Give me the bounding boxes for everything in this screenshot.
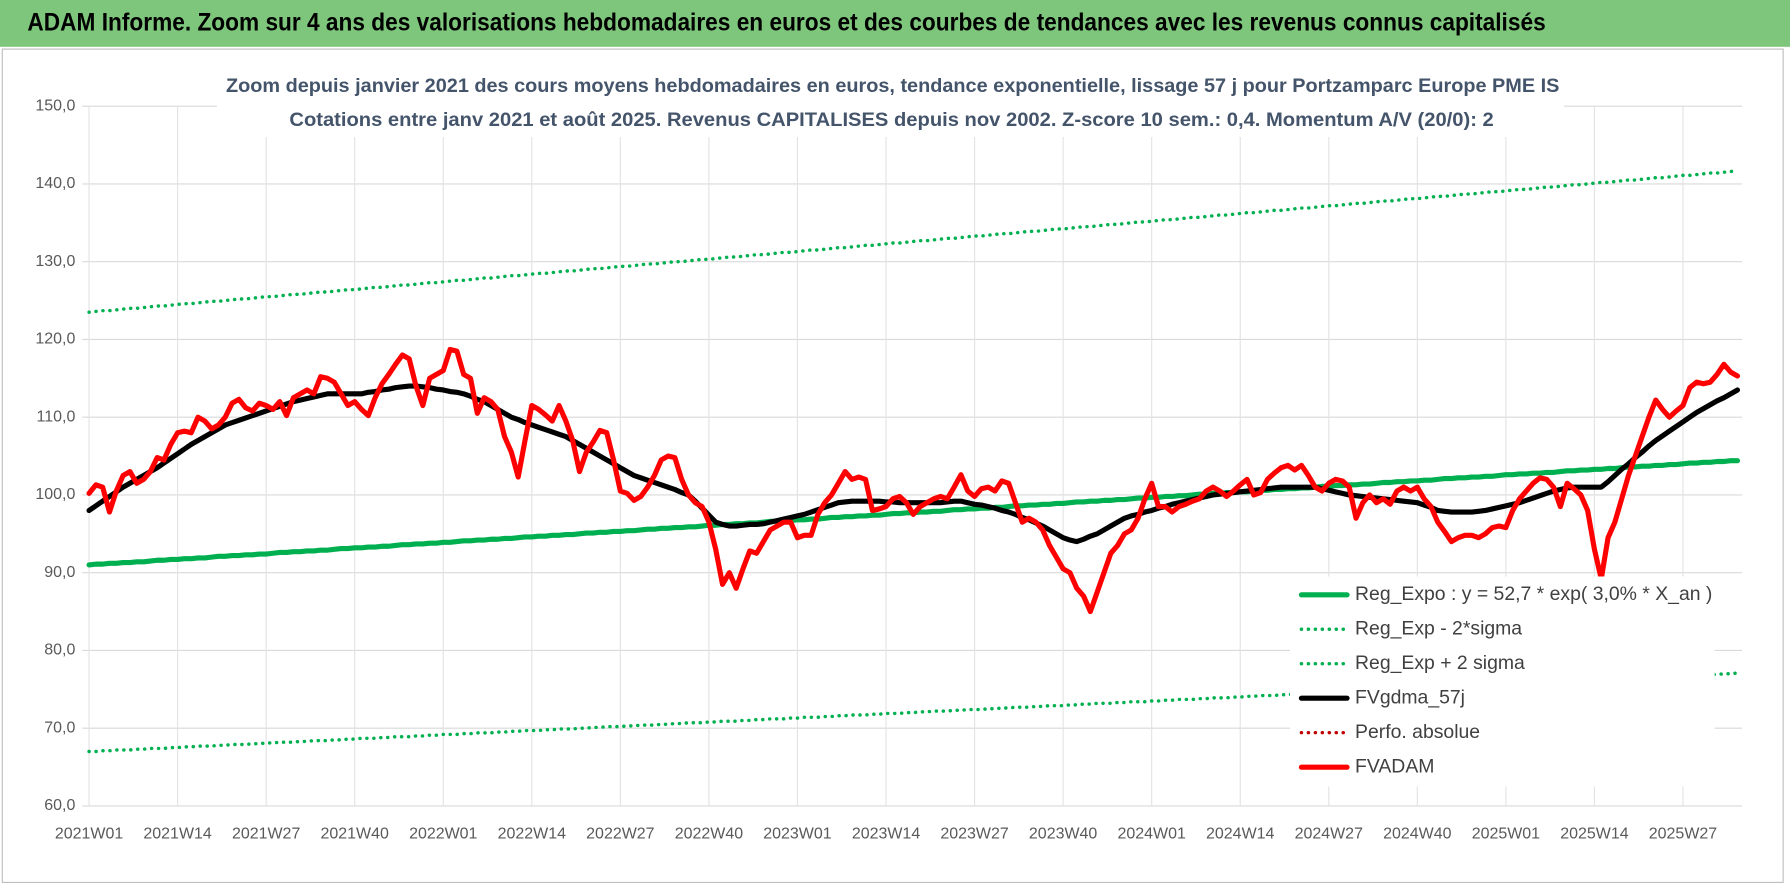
x-tick-label: 2024W27 — [1295, 826, 1363, 843]
x-tick-label: 2024W14 — [1206, 826, 1274, 843]
series-line — [86, 383, 1741, 545]
y-tick-label: 150,0 — [35, 97, 75, 114]
header-title: ADAM Informe. Zoom sur 4 ans des valoris… — [27, 9, 1545, 37]
x-tick-label: 2025W14 — [1560, 826, 1628, 843]
legend-label: FVADAM — [1355, 755, 1434, 777]
y-tick-label: 70,0 — [44, 719, 75, 736]
title-background — [216, 68, 1564, 137]
x-tick-label: 2024W40 — [1383, 826, 1451, 843]
x-tick-label: 2023W40 — [1029, 826, 1097, 843]
x-tick-label: 2024W01 — [1117, 826, 1185, 843]
legend-label: Perfo. absolue — [1355, 721, 1480, 743]
legend-label: Reg_Exp - 2*sigma — [1355, 617, 1522, 639]
x-tick-label: 2023W01 — [763, 826, 831, 843]
y-tick-label: 80,0 — [44, 642, 75, 659]
x-tick-label: 2021W14 — [143, 826, 211, 843]
chart-subtitle: Cotations entre janv 2021 et août 2025. … — [289, 109, 1493, 131]
x-tick-label: 2022W40 — [675, 826, 743, 843]
x-tick-label: 2022W27 — [586, 826, 654, 843]
legend: Reg_Expo : y = 52,7 * exp( 3,0% * X_an )… — [1289, 576, 1715, 787]
x-tick-label: 2021W01 — [55, 826, 123, 843]
x-tick-label: 2022W14 — [498, 826, 566, 843]
x-tick-label: 2021W40 — [321, 826, 389, 843]
y-tick-label: 100,0 — [35, 486, 75, 503]
header-bar — [0, 0, 1790, 47]
y-tick-label: 90,0 — [44, 564, 75, 581]
chart-title: Zoom depuis janvier 2021 des cours moyen… — [226, 75, 1559, 97]
y-tick-label: 110,0 — [37, 408, 76, 425]
y-tick-label: 130,0 — [35, 253, 75, 270]
legend-label: Reg_Exp + 2 sigma — [1355, 652, 1525, 674]
y-tick-label: 120,0 — [35, 331, 75, 348]
x-tick-label: 2025W01 — [1472, 826, 1540, 843]
legend-label: Reg_Expo : y = 52,7 * exp( 3,0% * X_an ) — [1355, 583, 1712, 605]
series-line — [87, 168, 1740, 314]
x-tick-label: 2022W01 — [409, 826, 477, 843]
series-line — [86, 346, 1741, 615]
x-tick-label: 2023W14 — [852, 826, 920, 843]
legend-background — [1289, 576, 1715, 787]
y-tick-label: 140,0 — [35, 175, 75, 192]
legend-label: FVgdma_57j — [1355, 686, 1465, 708]
x-tick-label: 2023W27 — [940, 826, 1008, 843]
x-tick-label: 2021W27 — [232, 826, 300, 843]
y-tick-label: 60,0 — [44, 797, 75, 814]
x-tick-label: 2025W27 — [1649, 826, 1717, 843]
